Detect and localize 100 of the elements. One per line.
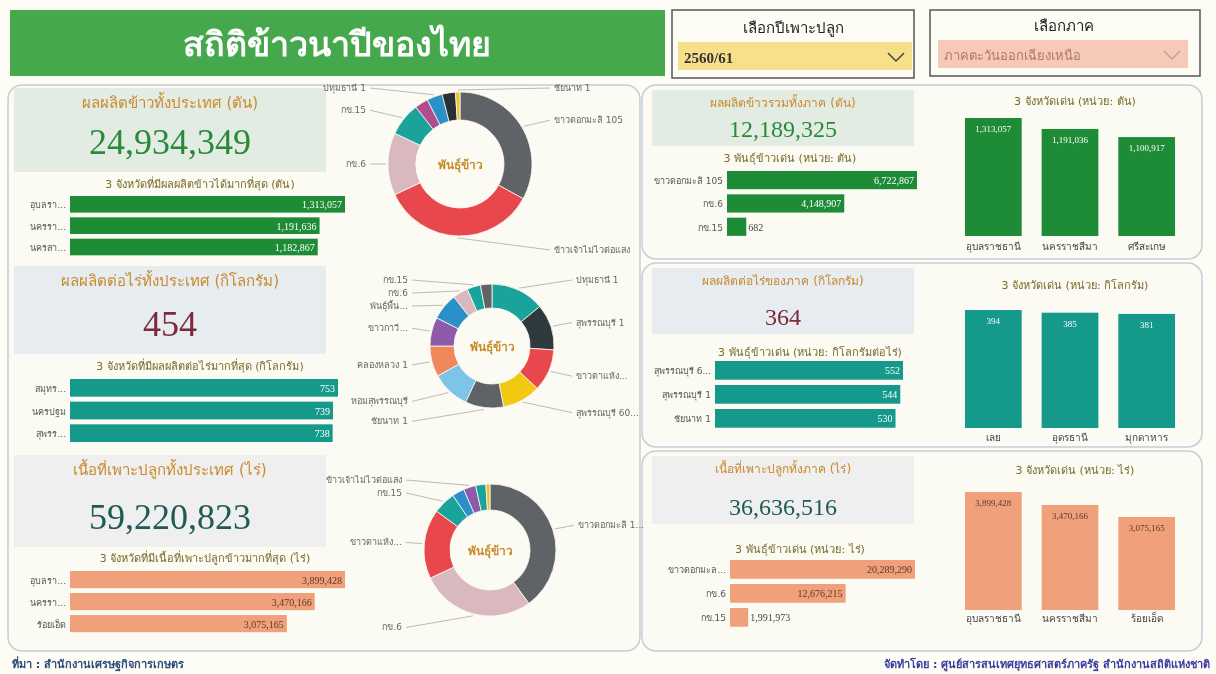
- data-label: 6,722,867: [874, 175, 914, 187]
- x-tick-label: นครราชสีมา: [1042, 241, 1098, 252]
- chart-title: 3 พันธุ์ข้าวเด่น (หน่วย: ตัน): [723, 152, 857, 165]
- slice-label: ปทุมธานี 1: [323, 83, 366, 94]
- x-tick-label: มุกดาหาร: [1125, 432, 1170, 444]
- text: พันธุ์ข้าว: [469, 340, 515, 355]
- slice-label: สุพรรณบุรี 1: [576, 317, 625, 329]
- y-tick-label: ชัยนาท 1: [674, 414, 711, 425]
- text: 12,189,325: [729, 116, 837, 142]
- y-tick-label: สุพรรณบุรี 1: [662, 390, 711, 402]
- slice-label: คลองหลวง 1: [357, 359, 408, 370]
- text: 2560/61: [684, 50, 734, 66]
- data-label: 739: [315, 405, 331, 417]
- data-label: 3,470,166: [1052, 510, 1089, 521]
- data-label: 385: [1063, 318, 1078, 329]
- slice-label: กข.6: [346, 159, 367, 169]
- slice-label: ปทุมธานี 1: [576, 275, 619, 286]
- y-tick-label: สมุทร...: [35, 383, 66, 395]
- slice-label: ชัยนาท 1: [554, 83, 591, 93]
- data-label: 3,470,166: [271, 596, 312, 608]
- slice-label: กข.6: [382, 622, 403, 633]
- slice-label: ขาวตาแห้ง...: [576, 371, 628, 382]
- slice-label: ขาวกาวี...: [368, 323, 408, 334]
- text: 36,636,516: [729, 494, 837, 520]
- text: ผลผลิตข้าวรวมทั้งภาค (ตัน): [710, 94, 856, 110]
- x-tick-label: นครราชสีมา: [1042, 613, 1098, 624]
- text: 59,220,823: [89, 497, 251, 537]
- data-label: 1,100,917: [1128, 143, 1166, 154]
- text: ผลผลิตต่อไร่ของภาค (กิโลกรัม): [702, 274, 864, 288]
- y-tick-label: นครปฐม: [32, 406, 66, 418]
- data-label: 20,289,290: [867, 564, 912, 576]
- data-label: 3,899,428: [302, 574, 342, 586]
- text: 454: [143, 304, 197, 344]
- x-tick-label: อุบลราชธานี: [965, 241, 1021, 253]
- slice-label: พันธุ์พื้น...: [370, 299, 408, 312]
- y-tick-label: สุพรรณบุรี 6...: [653, 366, 711, 378]
- y-tick-label: ขาวดอกมะลิ 105: [653, 176, 723, 187]
- y-tick-label: กข.15: [697, 222, 723, 233]
- chart-title: 3 จังหวัดที่มีผลผลิตต่อไร่มากที่สุด (กิโลกรัม): [96, 358, 304, 373]
- text: 364: [765, 304, 801, 330]
- text: ผลผลิตข้าวทั้งประเทศ (ตัน): [81, 92, 259, 112]
- y-tick-label: นครสา...: [30, 242, 66, 253]
- data-label: 1,191,636: [276, 220, 317, 232]
- data-label: 12,676,215: [797, 588, 843, 600]
- data-label: 1,991,973: [750, 612, 791, 624]
- chart-title: 3 จังหวัดเด่น (หน่วย: กิโลกรัม): [1001, 278, 1149, 292]
- x-tick-label: ร้อยเอ็ด: [1130, 611, 1163, 624]
- text: ที่มา : สำนักงานเศรษฐกิจการเกษตร: [12, 656, 185, 672]
- y-tick-label: อุบลรา...: [30, 200, 66, 212]
- text: เนื้อที่เพาะปลูกทั้งภาค (ไร่): [714, 460, 852, 477]
- data-label: 1,182,867: [274, 241, 315, 253]
- data-label: 544: [882, 389, 898, 401]
- text: พันธุ์ข้าว: [437, 158, 483, 173]
- x-tick-label: ศรีสะเกษ: [1127, 241, 1166, 252]
- data-label: 4,148,907: [801, 198, 842, 210]
- data-label: 3,075,165: [243, 618, 284, 630]
- chart-title: 3 จังหวัดเด่น (หน่วย: ไร่): [1015, 464, 1135, 477]
- x-tick-label: อุบลราชธานี: [965, 613, 1021, 625]
- data-label: 1,313,057: [975, 124, 1012, 134]
- data-label: 3,899,428: [975, 498, 1012, 508]
- x-tick-label: อุดรธานี: [1052, 432, 1088, 444]
- data-label: 1,313,057: [302, 199, 342, 211]
- slice-label: ขาวตาแห้ง...: [350, 537, 402, 548]
- text: เนื้อที่เพาะปลูกทั้งประเทศ (ไร่): [73, 459, 267, 479]
- text: เลือกภาค: [1034, 17, 1094, 35]
- data-label: 753: [320, 382, 335, 394]
- annotation: 682: [748, 221, 764, 233]
- chart-title: 3 จังหวัดที่มีผลผลิตข้าวได้มากที่สุด (ตัน): [105, 176, 295, 191]
- data-label: 3,075,165: [1128, 522, 1166, 533]
- slice-label: ข้าวเจ้าไม่ไวต่อแสง: [554, 244, 630, 255]
- slice-label: กข.15: [376, 488, 402, 498]
- data-label: 1,191,036: [1052, 134, 1089, 145]
- text: เลือกปีเพาะปลูก: [742, 19, 844, 37]
- data-label: 381: [1139, 319, 1154, 330]
- data-label: 552: [885, 365, 900, 377]
- slice-label: กข.15: [382, 275, 408, 285]
- text: ภาคตะวันออกเฉียงเหนือ: [944, 48, 1081, 63]
- data-label: 738: [314, 428, 330, 440]
- slice-label: กข.15: [340, 105, 366, 116]
- text: พันธุ์ข้าว: [467, 544, 513, 559]
- slice-label: กข.6: [388, 288, 409, 298]
- text: 24,934,349: [89, 122, 251, 162]
- data-label: 530: [877, 413, 893, 425]
- y-tick-label: สุพรร...: [36, 429, 66, 441]
- y-tick-label: นครรา...: [30, 221, 66, 232]
- text: ผลผลิตต่อไร่ทั้งประเทศ (กิโลกรัม): [60, 270, 280, 290]
- y-tick-label: อุบลรา...: [30, 575, 66, 587]
- slice-label: ชัยนาท 1: [371, 416, 408, 427]
- chart-title: 3 พันธุ์ข้าวเด่น (หน่วย: ไร่): [735, 543, 865, 556]
- y-tick-label: นครรา...: [30, 597, 66, 608]
- data-label: 394: [986, 316, 1001, 326]
- chart-title: 3 จังหวัดที่มีเนื้อที่เพาะปลูกข้าวมากที่สุด (ไร่): [99, 550, 311, 565]
- y-tick-label: ขาวดอกมะล...: [668, 565, 726, 576]
- slice-label: ข้าวเจ้าไม่ไวต่อแสง: [326, 475, 402, 485]
- text: สถิติข้าวนาปีของไทย: [183, 24, 491, 64]
- slice-label: ขาวดอกมะลิ 105: [554, 115, 624, 126]
- x-tick-label: เลย: [985, 432, 1001, 443]
- text: จัดทำโดย : ศูนย์สารสนเทศยุทธศาสตร์ภาครัฐ สำนักงานสถิติแห่งชาติ: [884, 657, 1210, 672]
- chart-title: 3 จังหวัดเด่น (หน่วย: ตัน): [1014, 95, 1136, 108]
- y-tick-label: กข.15: [700, 613, 726, 624]
